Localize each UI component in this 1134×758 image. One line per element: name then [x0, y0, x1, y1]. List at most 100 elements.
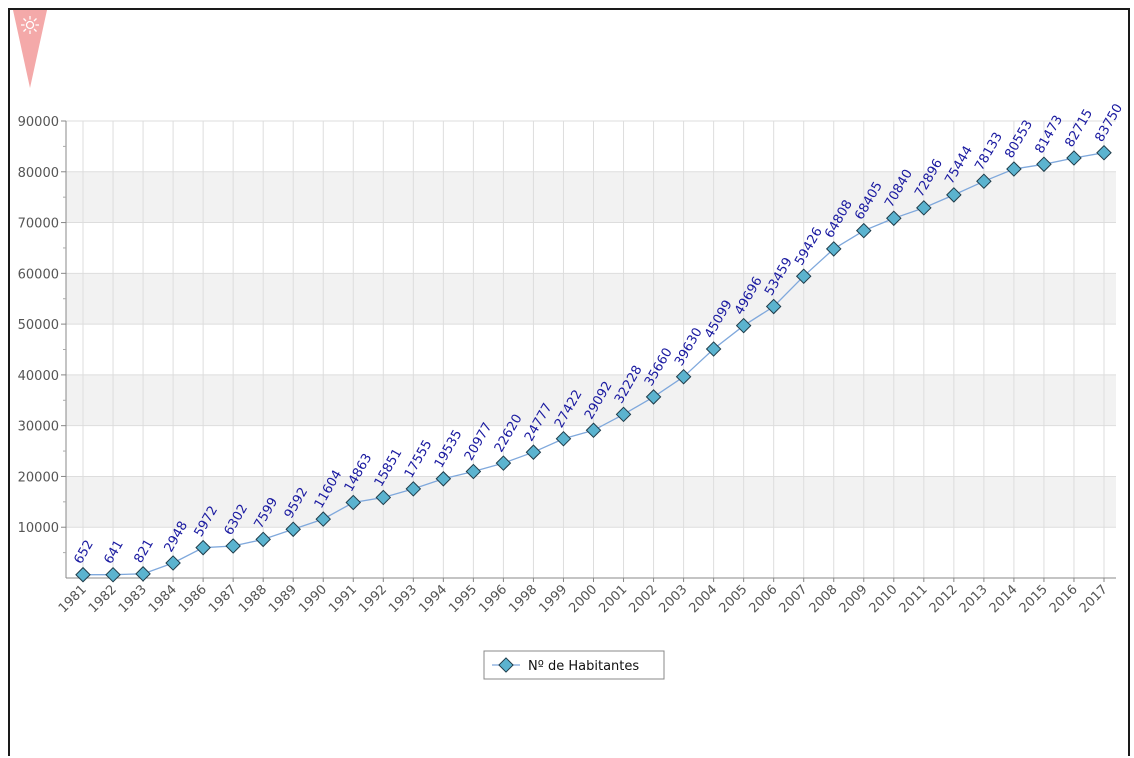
y-tick-label: 20000: [18, 470, 59, 485]
x-tick-label: 2002: [626, 582, 660, 616]
data-point: [315, 511, 332, 527]
x-tick-label: 2013: [957, 582, 991, 616]
data-label: 17555: [402, 438, 436, 481]
data-point: [525, 444, 542, 460]
legend-marker-swatch: [498, 657, 514, 673]
data-markers: [75, 144, 1112, 583]
data-point: [375, 489, 392, 506]
data-label: 78133: [972, 130, 1006, 173]
data-point: [855, 222, 872, 239]
data-label: 83750: [1092, 101, 1126, 144]
data-point: [405, 481, 422, 497]
x-tick-label: 1984: [146, 582, 180, 616]
x-tick-label: 2015: [1017, 582, 1051, 616]
x-tick-label: 2016: [1047, 582, 1081, 616]
data-point: [555, 430, 572, 447]
plot-bands: [66, 171, 1116, 528]
corner-logo: [13, 10, 47, 88]
y-tick-label: 30000: [18, 420, 59, 435]
x-tick-label: 2006: [746, 582, 780, 616]
data-label: 19535: [432, 427, 466, 470]
x-tick-label: 2004: [686, 582, 720, 616]
data-point: [165, 555, 181, 571]
data-label: 821: [132, 537, 157, 566]
data-label: 80553: [1002, 118, 1036, 161]
data-label: 82715: [1062, 107, 1096, 150]
x-tick-label: 1988: [236, 582, 270, 616]
x-tick-label: 1982: [86, 582, 120, 616]
x-tick-label: 1998: [506, 582, 540, 616]
data-point: [345, 494, 362, 511]
data-point: [1036, 156, 1052, 173]
data-label: 59426: [792, 225, 826, 268]
data-point: [255, 531, 271, 548]
data-label: 81473: [1032, 113, 1066, 156]
data-label: 641: [102, 538, 127, 567]
x-tick-label: 2000: [566, 582, 600, 616]
x-tick-label: 1996: [476, 582, 510, 616]
data-point: [675, 368, 692, 385]
x-tick-label: 2008: [807, 582, 841, 616]
horizontal-gridlines: [66, 120, 1116, 528]
y-tick-label: 60000: [18, 267, 59, 282]
data-point: [735, 317, 752, 334]
x-tick-label: 1981: [56, 582, 90, 616]
plot-band: [66, 476, 1116, 528]
x-tick-label: 2003: [656, 582, 690, 616]
chart-frame: 90000 80000 70000 60000 50000 40000 30000 20000…: [8, 8, 1130, 756]
x-tick-label: 1995: [446, 582, 480, 616]
data-point: [1096, 144, 1112, 161]
data-point: [645, 389, 662, 405]
data-point: [195, 539, 211, 556]
y-tick-label: 80000: [18, 166, 59, 181]
data-label: 652: [71, 538, 96, 567]
x-tick-label: 1990: [296, 582, 330, 616]
y-tick-label: 50000: [18, 318, 59, 333]
data-point: [825, 241, 842, 257]
x-tick-label: 1983: [116, 582, 150, 616]
data-point: [946, 187, 962, 203]
data-point: [916, 200, 932, 216]
sun-icon: [21, 16, 39, 34]
data-point: [976, 173, 992, 190]
x-tick-label: 2010: [867, 582, 901, 616]
plot-band: [66, 171, 1116, 223]
x-tick-label: 1991: [326, 582, 360, 616]
data-point: [135, 566, 151, 582]
data-point: [75, 566, 91, 583]
logo-pennant: [13, 10, 47, 88]
x-tick-label: 2007: [777, 582, 811, 616]
line-chart: 90000 80000 70000 60000 50000 40000 30000 20000…: [13, 10, 1126, 680]
x-tick-label: 2017: [1077, 582, 1111, 616]
plot-band: [66, 374, 1116, 426]
data-label: 20977: [462, 420, 496, 463]
legend: Nº de Habitantes: [483, 650, 665, 680]
data-point: [105, 566, 121, 583]
y-axis-ticks: 90000 80000 70000 60000 50000 40000 30000 20000…: [18, 115, 66, 554]
data-point: [435, 471, 452, 487]
data-point: [225, 538, 241, 554]
data-point: [465, 463, 482, 480]
x-tick-label: 2009: [837, 582, 871, 616]
data-point: [1066, 150, 1082, 166]
x-tick-label: 1992: [356, 582, 390, 616]
y-tick-label: 40000: [18, 369, 59, 384]
data-label: 39630: [672, 325, 706, 368]
data-point: [585, 422, 602, 439]
data-point: [705, 341, 722, 357]
data-point: [285, 521, 301, 538]
x-tick-label: 1993: [386, 582, 420, 616]
x-tick-label: 2005: [716, 582, 750, 616]
data-point: [495, 455, 512, 471]
plot-band: [66, 273, 1116, 325]
x-tick-label: 2001: [596, 582, 630, 616]
y-tick-label: 90000: [18, 115, 59, 130]
y-tick-label: 10000: [18, 521, 59, 536]
x-tick-label: 2011: [897, 582, 931, 616]
data-point: [615, 406, 632, 423]
x-tick-label: 1999: [536, 582, 570, 616]
data-point: [765, 298, 782, 315]
legend-label: Nº de Habitantes: [528, 659, 639, 674]
x-tick-label: 1987: [206, 582, 240, 616]
data-point: [886, 210, 902, 227]
